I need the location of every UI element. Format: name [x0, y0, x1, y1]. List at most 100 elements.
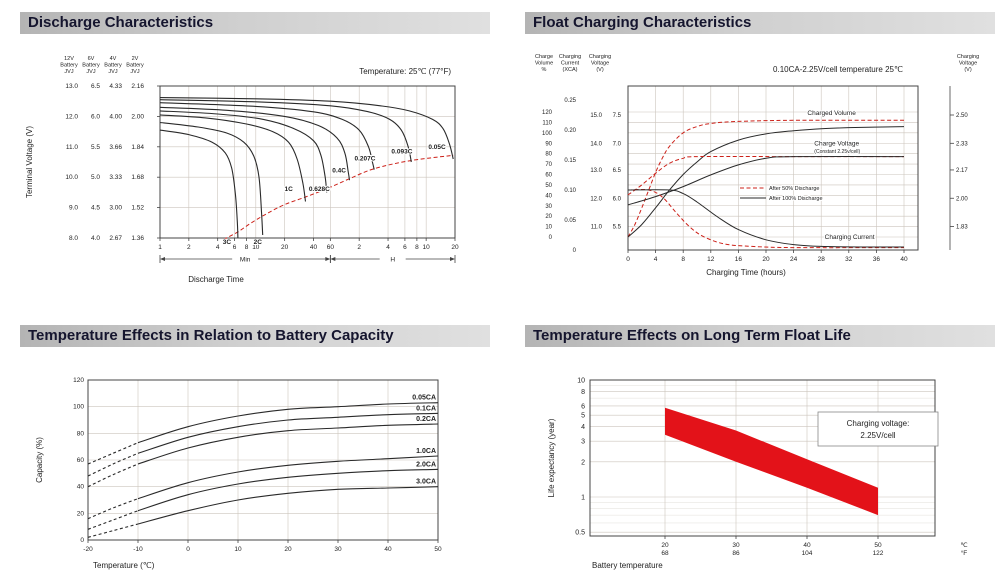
svg-text:9.0: 9.0: [69, 205, 78, 212]
discharge-curve-0.207C: [159, 102, 375, 170]
svg-text:15.0: 15.0: [590, 113, 602, 119]
svg-text:2.00: 2.00: [131, 113, 144, 120]
svg-text:0.05: 0.05: [564, 218, 576, 224]
life-expectancy-band: [665, 407, 878, 516]
float-charging-characteristics-chart: 12011010090807060504030201000.250.200.15…: [535, 54, 979, 277]
svg-text:%: %: [542, 67, 547, 73]
svg-text:12: 12: [707, 256, 715, 263]
svg-text:24: 24: [790, 256, 798, 263]
svg-text:2: 2: [187, 244, 191, 251]
svg-text:36: 36: [873, 256, 881, 263]
svg-text:0.2CA: 0.2CA: [416, 416, 436, 423]
svg-text:Charging Current: Charging Current: [825, 234, 875, 241]
capacity-curve-cold-0.2CA: [87, 463, 139, 488]
svg-text:0: 0: [80, 537, 84, 544]
svg-text:Current: Current: [561, 61, 580, 67]
svg-text:JVJ: JVJ: [130, 69, 139, 75]
svg-text:50: 50: [545, 183, 552, 189]
svg-text:7.5: 7.5: [613, 113, 622, 119]
svg-text:0.25: 0.25: [564, 98, 576, 104]
svg-text:2C: 2C: [254, 239, 263, 246]
svg-text:6.0: 6.0: [613, 196, 622, 202]
svg-text:6.5: 6.5: [91, 83, 100, 90]
svg-text:5.0: 5.0: [91, 174, 100, 181]
svg-text:Voltage: Voltage: [591, 61, 609, 67]
svg-text:2: 2: [581, 459, 585, 466]
svg-text:40: 40: [77, 484, 85, 491]
svg-text:0.1CA: 0.1CA: [416, 405, 436, 412]
svg-text:8: 8: [581, 389, 585, 396]
svg-text:After 100% Discharge: After 100% Discharge: [769, 196, 823, 202]
svg-text:0: 0: [549, 235, 553, 241]
svg-text:0: 0: [186, 546, 190, 553]
svg-text:2.50: 2.50: [956, 113, 968, 119]
svg-text:Life expectancy (year): Life expectancy (year): [547, 418, 556, 497]
svg-text:3.00: 3.00: [109, 205, 122, 212]
svg-text:4: 4: [386, 244, 390, 251]
svg-text:10: 10: [252, 244, 260, 251]
svg-text:4V: 4V: [110, 56, 117, 62]
svg-text:(V): (V): [964, 67, 972, 73]
svg-text:12.0: 12.0: [590, 196, 602, 202]
svg-text:Battery temperature: Battery temperature: [592, 561, 663, 570]
svg-text:-20: -20: [83, 546, 93, 553]
svg-text:Volume: Volume: [535, 61, 553, 67]
svg-text:2: 2: [357, 244, 361, 251]
svg-text:60: 60: [77, 457, 85, 464]
svg-text:Min: Min: [240, 257, 251, 264]
svg-text:40: 40: [545, 193, 552, 199]
svg-text:4: 4: [581, 424, 585, 431]
svg-text:13.0: 13.0: [65, 83, 78, 90]
svg-text:6: 6: [581, 403, 585, 410]
svg-text:11.0: 11.0: [591, 225, 603, 231]
svg-text:1: 1: [158, 244, 162, 251]
svg-text:2.00: 2.00: [956, 196, 968, 202]
svg-text:1.52: 1.52: [131, 205, 144, 212]
svg-text:8.0: 8.0: [69, 235, 78, 242]
svg-text:(XCA): (XCA): [563, 67, 578, 73]
svg-text:2.0CA: 2.0CA: [416, 461, 436, 468]
svg-text:Battery: Battery: [126, 63, 144, 69]
svg-text:°F: °F: [961, 549, 968, 557]
svg-text:Terminal Voltage (V): Terminal Voltage (V): [25, 126, 34, 198]
svg-text:7.0: 7.0: [613, 141, 622, 147]
svg-text:0.10: 0.10: [564, 188, 576, 194]
svg-text:6V: 6V: [88, 56, 95, 62]
svg-text:110: 110: [542, 120, 552, 126]
panel-title-discharge: Discharge Characteristics: [20, 12, 490, 34]
svg-text:122: 122: [873, 550, 884, 557]
svg-text:6.0: 6.0: [91, 113, 100, 120]
charged-volume-after-50: [627, 119, 905, 238]
svg-text:20: 20: [762, 256, 770, 263]
panel-title-float-charging: Float Charging Characteristics: [525, 12, 995, 34]
discharge-curve-1C: [159, 114, 307, 202]
svg-text:90: 90: [545, 141, 552, 147]
svg-text:80: 80: [545, 152, 552, 158]
svg-text:0.05CA: 0.05CA: [412, 395, 436, 402]
svg-text:2.17: 2.17: [956, 168, 968, 174]
float-life-chart: 1086543210.5206830864010450122℃°FChargin…: [547, 378, 968, 571]
svg-text:Charge Voltage: Charge Voltage: [814, 140, 859, 147]
capacity-curve-0.1CA: [137, 412, 439, 454]
svg-text:8: 8: [681, 256, 685, 263]
discharge-curve-0.093C: [159, 99, 412, 163]
svg-text:50: 50: [874, 542, 882, 549]
svg-text:120: 120: [542, 110, 553, 116]
svg-text:10.0: 10.0: [65, 174, 78, 181]
svg-text:Charging voltage:: Charging voltage:: [847, 419, 910, 428]
svg-text:Temperature (℃): Temperature (℃): [93, 561, 155, 570]
svg-text:1.83: 1.83: [956, 225, 968, 231]
svg-text:1C: 1C: [284, 186, 293, 193]
svg-text:20: 20: [661, 542, 669, 549]
svg-text:10: 10: [234, 546, 242, 553]
capacity-curve-cold-0.1CA: [87, 452, 139, 477]
capacity-curve-cold-3.0CA: [87, 523, 139, 538]
panel-title-temp-capacity: Temperature Effects in Relation to Batte…: [20, 325, 490, 347]
svg-text:JVJ: JVJ: [64, 69, 73, 75]
svg-text:11.0: 11.0: [66, 144, 79, 151]
capacity-curve-3.0CA: [137, 486, 439, 525]
svg-text:10: 10: [423, 244, 431, 251]
svg-text:3.0CA: 3.0CA: [416, 479, 436, 486]
svg-text:3: 3: [581, 439, 585, 446]
svg-text:Charged Volume: Charged Volume: [807, 110, 856, 117]
